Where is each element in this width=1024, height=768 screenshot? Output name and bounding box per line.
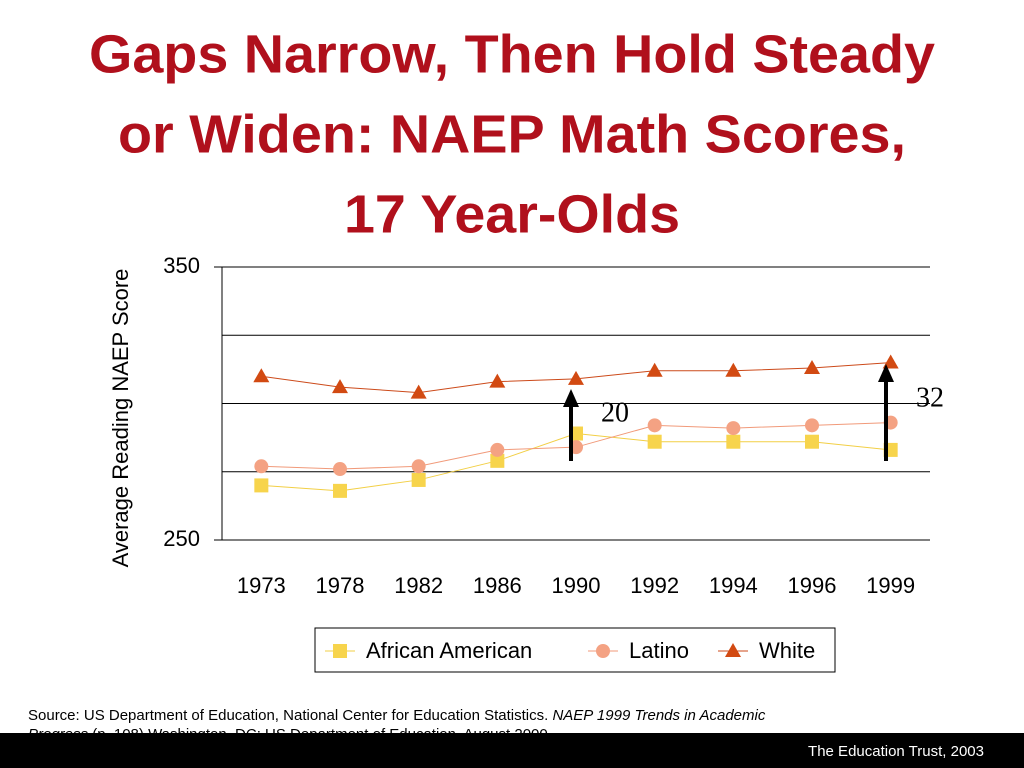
marker	[333, 483, 347, 498]
marker	[333, 644, 347, 658]
marker	[882, 354, 899, 369]
footer-text: The Education Trust, 2003	[808, 743, 984, 760]
marker	[647, 434, 662, 449]
footer-bar: The Education Trust, 2003	[0, 733, 1024, 768]
marker	[726, 421, 741, 436]
y-tick-label: 250	[163, 526, 200, 551]
x-tick-label: 1978	[316, 573, 365, 598]
chart-title: Gaps Narrow, Then Hold Steady	[89, 24, 935, 84]
y-axis-label: Average Reading NAEP Score	[108, 269, 133, 568]
chart: Gaps Narrow, Then Hold Steady or Widen: …	[89, 24, 944, 673]
x-tick-label: 1992	[630, 573, 679, 598]
marker	[805, 418, 819, 433]
chart-title: 17 Year-Olds	[344, 184, 680, 244]
legend-box	[314, 627, 836, 673]
gap-annotation: 32	[916, 382, 944, 413]
marker	[332, 379, 348, 394]
marker	[646, 362, 663, 377]
legend-label: Latino	[629, 638, 689, 663]
marker	[253, 368, 270, 383]
marker	[804, 360, 820, 375]
legend: African American Latino White	[314, 627, 836, 673]
marker	[489, 373, 506, 388]
gap-annotation: 20	[601, 397, 629, 428]
source-text: US Department of Education, National Cen…	[83, 707, 549, 724]
marker	[254, 478, 269, 493]
marker	[410, 384, 427, 399]
x-tick-label: 1994	[709, 573, 758, 598]
x-tick-label: 1973	[237, 573, 286, 598]
source-label: Source:	[28, 707, 80, 724]
y-tick-label: 350	[163, 253, 200, 278]
marker	[726, 434, 741, 449]
legend-label: White	[759, 638, 815, 663]
gap-arrow-head	[563, 389, 579, 407]
x-tick-label: 1982	[394, 573, 443, 598]
marker	[411, 472, 426, 487]
title-group: Gaps Narrow, Then Hold Steady or Widen: …	[89, 24, 935, 244]
marker	[725, 643, 741, 657]
legend-label: African American	[366, 638, 532, 663]
marker	[254, 459, 269, 474]
marker	[596, 644, 610, 658]
marker	[490, 453, 505, 468]
marker	[568, 370, 584, 385]
x-tick-label: 1999	[866, 573, 915, 598]
marker	[805, 434, 819, 449]
marker	[333, 462, 347, 477]
chart-title: or Widen: NAEP Math Scores,	[118, 104, 906, 164]
marker	[647, 418, 662, 433]
x-tick-label: 1996	[788, 573, 837, 598]
marker	[411, 459, 426, 474]
marker	[725, 362, 742, 377]
gap-arrow-head	[878, 364, 894, 382]
marker	[490, 442, 505, 457]
x-tick-label: 1986	[473, 573, 522, 598]
x-tick-label: 1990	[552, 573, 601, 598]
